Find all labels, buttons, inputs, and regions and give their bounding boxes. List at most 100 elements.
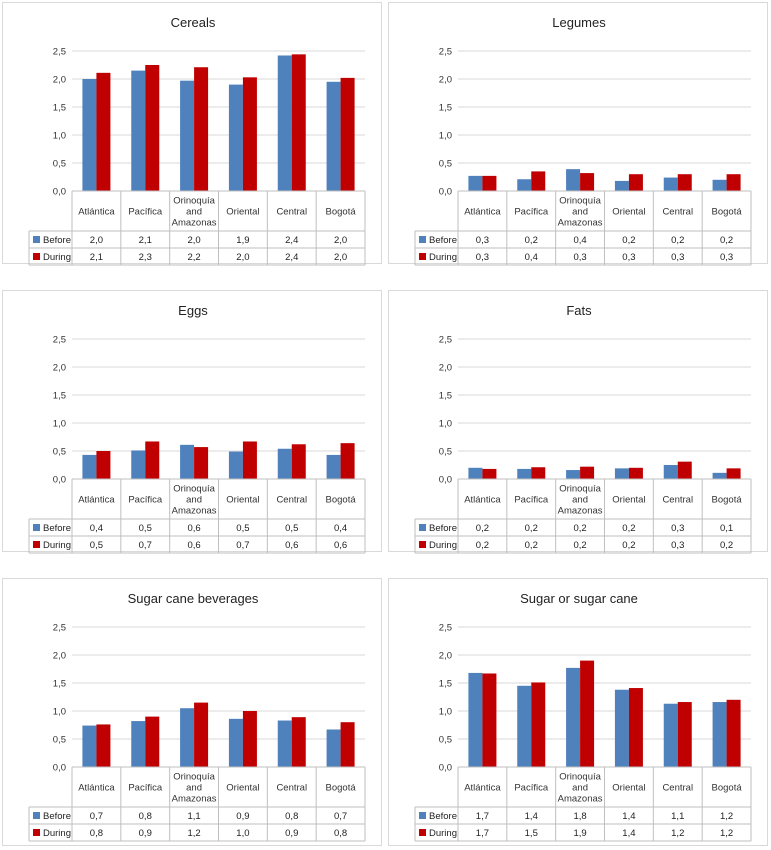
data-label: 0,2 xyxy=(671,235,684,246)
data-label: 0,6 xyxy=(334,540,347,551)
category-label-line: and xyxy=(186,495,202,506)
category-label-line: Orinoquía xyxy=(559,484,601,495)
bar-before xyxy=(468,467,483,479)
y-tick-label: 0,5 xyxy=(53,159,66,170)
category-label-line: Central xyxy=(662,207,693,218)
bar-before xyxy=(614,689,629,767)
category-label: Atlántica xyxy=(78,207,115,218)
bar-before xyxy=(228,451,243,479)
category-label: Oriental xyxy=(612,783,645,794)
bar-before xyxy=(82,454,97,479)
data-label: 1,1 xyxy=(187,811,200,822)
category-label-line: Bogotá xyxy=(712,783,743,794)
data-label: 0,8 xyxy=(139,811,152,822)
bar-during xyxy=(340,443,355,479)
category-label: Oriental xyxy=(612,207,645,218)
data-label: 0,7 xyxy=(139,540,152,551)
chart-svg: Fats 0,0 0,5 1,0 1,5 2,0 2,5 Atlántica Pacífica O… xyxy=(414,303,752,554)
data-label: 0,5 xyxy=(139,523,152,534)
category-label: Oriental xyxy=(226,207,259,218)
y-tick-label: 2,0 xyxy=(439,75,452,86)
category-label: Orinoquía and Amazonas xyxy=(172,772,217,805)
data-label: 1,0 xyxy=(236,828,249,839)
chart-title: Sugar or sugar cane xyxy=(520,591,638,606)
legend-key-during xyxy=(419,541,426,548)
bar-before xyxy=(326,81,341,191)
category-label-line: Bogotá xyxy=(326,783,357,794)
data-label: 0,3 xyxy=(671,523,684,534)
legend-key-before xyxy=(33,812,40,819)
category-label-line: Orinoquía xyxy=(173,772,215,783)
chart-panel-cereals: Cereals 0,0 0,5 1,0 1,5 2,0 2,5 Atlántica Pacífi… xyxy=(2,2,382,266)
category-label-line: and xyxy=(186,207,202,218)
category-label: Pacífica xyxy=(514,207,549,218)
y-tick-label: 1,0 xyxy=(439,707,452,718)
category-label-line: Central xyxy=(276,207,307,218)
bar-before xyxy=(614,468,629,479)
category-label-line: Pacífica xyxy=(128,495,163,506)
category-label-line: and xyxy=(186,783,202,794)
legend-label: During xyxy=(429,828,457,839)
data-label: 1,8 xyxy=(573,811,586,822)
bar-before xyxy=(566,169,581,191)
data-label: 1,2 xyxy=(720,828,733,839)
chart-title: Eggs xyxy=(178,303,208,318)
category-label: Oriental xyxy=(612,495,645,506)
y-tick-label: 2,5 xyxy=(53,335,66,346)
y-tick-label: 1,0 xyxy=(439,131,452,142)
bar-during xyxy=(677,702,692,767)
data-label: 0,2 xyxy=(622,235,635,246)
category-label-line: Bogotá xyxy=(326,495,357,506)
y-tick-label: 0,5 xyxy=(53,735,66,746)
data-label: 0,7 xyxy=(334,811,347,822)
data-label: 0,1 xyxy=(720,523,733,534)
category-label: Orinoquía and Amazonas xyxy=(558,772,603,805)
data-label: 2,0 xyxy=(90,235,103,246)
chart-title: Sugar cane beverages xyxy=(128,591,259,606)
data-label: 2,4 xyxy=(285,235,298,246)
category-label: Atlántica xyxy=(464,495,501,506)
data-label: 1,4 xyxy=(525,811,538,822)
bar-before xyxy=(180,80,195,191)
legend-key-before xyxy=(33,236,40,243)
bar-during xyxy=(531,467,546,479)
y-tick-label: 2,5 xyxy=(53,623,66,634)
data-label: 1,9 xyxy=(236,235,249,246)
bar-during xyxy=(482,175,497,191)
category-label: Orinoquía and Amazonas xyxy=(172,196,217,229)
data-label: 0,2 xyxy=(573,540,586,551)
legend-key-before xyxy=(33,524,40,531)
bar-before xyxy=(566,667,581,767)
y-tick-label: 1,5 xyxy=(53,103,66,114)
data-label: 0,9 xyxy=(285,828,298,839)
category-label: Bogotá xyxy=(326,495,357,506)
bar-before xyxy=(663,177,678,191)
category-label-line: and xyxy=(572,207,588,218)
legend-label: During xyxy=(43,252,71,263)
data-label: 2,1 xyxy=(139,235,152,246)
bar-before xyxy=(712,702,727,767)
category-label-line: and xyxy=(572,783,588,794)
bar-during xyxy=(677,461,692,479)
bar-during xyxy=(580,660,595,767)
category-label: Pacífica xyxy=(128,207,163,218)
chart-title: Legumes xyxy=(552,15,606,30)
legend-label: During xyxy=(43,828,71,839)
data-label: 1,4 xyxy=(622,811,635,822)
bar-during xyxy=(194,447,209,479)
data-label: 1,9 xyxy=(573,828,586,839)
category-label: Central xyxy=(662,495,693,506)
y-tick-label: 0,0 xyxy=(439,187,452,198)
data-label: 2,4 xyxy=(285,252,298,263)
chart-panel-sugar-or-sugar-cane: Sugar or sugar cane 0,0 0,5 1,0 1,5 2,0 2,5 Atl… xyxy=(388,578,768,846)
category-label: Pacífica xyxy=(514,495,549,506)
category-label: Atlántica xyxy=(78,495,115,506)
bar-before xyxy=(82,79,97,191)
y-tick-label: 2,0 xyxy=(53,651,66,662)
chart-title: Cereals xyxy=(171,15,216,30)
chart-svg: Eggs 0,0 0,5 1,0 1,5 2,0 2,5 Atlántica Pacífica O… xyxy=(28,303,366,554)
category-label-line: Orinoquía xyxy=(559,772,601,783)
legend-key-during xyxy=(33,829,40,836)
category-label-line: Oriental xyxy=(226,783,259,794)
legend-label: During xyxy=(429,540,457,551)
